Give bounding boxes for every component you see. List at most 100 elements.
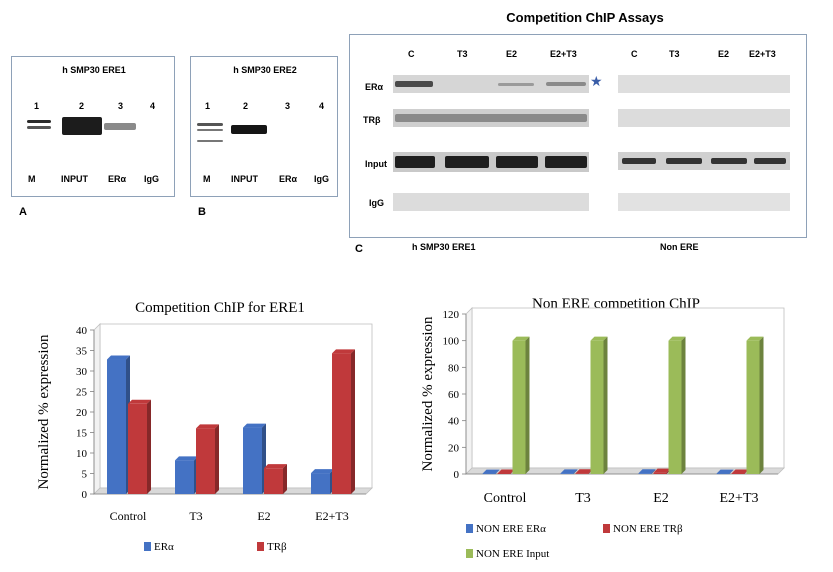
bar-side (283, 464, 287, 494)
gel-panel-a: h SMP30 ERE1 1 2 3 4 M INPUT ERα IgG (11, 56, 175, 197)
bar (332, 353, 351, 494)
bar-top (560, 469, 578, 474)
bar-side (147, 399, 151, 494)
x-category-label: E2+T3 (720, 491, 759, 506)
legend-label: NON ERE ERα (476, 523, 546, 535)
c-col-left-2: T3 (457, 49, 468, 59)
bar (175, 460, 194, 494)
legend-label: NON ERE TRβ (613, 523, 683, 535)
gel-panel-b: h SMP30 ERE2 1 2 3 4 M INPUT ERα IgG (190, 56, 338, 197)
bar (497, 473, 511, 474)
gel-b-lane-num-4: 4 (319, 101, 325, 111)
gel-a-band (62, 117, 102, 135)
bar-top (590, 336, 608, 341)
plot-side-wall (93, 323, 101, 495)
gel-b-band (231, 125, 267, 134)
gel-a-band (27, 126, 51, 129)
bar-side (525, 336, 530, 474)
c-row-label-1: ERα (365, 82, 384, 92)
x-category-label: E2 (653, 491, 669, 506)
panel-letter-c: C (355, 243, 363, 255)
c-blot-igg-left (393, 193, 589, 211)
y-tick-label: 0 (82, 489, 88, 501)
bar-side (215, 424, 219, 494)
figure-title: Competition ChIP Assays (506, 10, 664, 25)
gel-a-lane-label-1: M (28, 174, 36, 184)
c-bottom-right-label: Non ERE (660, 242, 699, 252)
bar (128, 403, 147, 494)
legend-swatch (466, 524, 473, 533)
y-tick-label: 40 (76, 325, 88, 337)
plot-side-wall (465, 307, 473, 475)
bar (668, 340, 682, 474)
gel-a-lane-num-2: 2 (79, 101, 85, 111)
legend-swatch (257, 542, 264, 551)
bar (311, 473, 330, 494)
gel-a-band (104, 123, 136, 130)
y-tick-label: 100 (443, 336, 460, 348)
c-col-right-4: E2+T3 (749, 49, 776, 59)
bar-top (243, 423, 266, 428)
bar-top (497, 469, 515, 474)
ere1-competition-chart: Competition ChIP for ERE1 Normalized % ex… (36, 300, 373, 553)
bar-side (651, 469, 656, 474)
c-blot-igg-right (618, 193, 790, 211)
gel-b-lane-label-2: INPUT (231, 174, 258, 184)
bar (107, 359, 126, 494)
c-col-left-4: E2+T3 (550, 49, 577, 59)
c-blot-era-right (618, 75, 790, 93)
y-tick-label: 10 (76, 448, 88, 460)
c-blot-era-left (393, 75, 589, 93)
c-blot-input-left (393, 152, 589, 172)
c-col-left-1: C (408, 49, 415, 59)
bar-top (128, 399, 151, 404)
x-category-label: E2 (257, 509, 270, 523)
bar-top (731, 469, 749, 474)
gel-a-title: h SMP30 ERE1 (62, 65, 126, 75)
bar-top (107, 355, 130, 360)
c-col-right-3: E2 (718, 49, 730, 59)
c-blot-trb-left (393, 109, 589, 127)
bar-top (653, 468, 671, 473)
bar (731, 473, 745, 474)
bar-top (196, 424, 219, 429)
c-row-label-3: Input (365, 159, 387, 169)
bar-top (716, 469, 734, 474)
gel-a-lane-num-4: 4 (150, 101, 156, 111)
bar (746, 340, 760, 474)
bar-side (495, 469, 500, 474)
chart-title: Competition ChIP for ERE1 (135, 300, 305, 316)
legend-label: ERα (154, 541, 174, 553)
bar (482, 473, 496, 475)
c-row-label-2: TRβ (363, 115, 381, 125)
bar (560, 473, 574, 474)
bar-top (668, 336, 686, 341)
bar-side (729, 469, 734, 474)
gel-b-band (197, 123, 223, 126)
y-tick-label: 20 (448, 442, 460, 454)
bar-top (482, 469, 500, 474)
gel-b-band (197, 140, 223, 142)
bar-top (264, 464, 287, 469)
bar-side (681, 336, 686, 474)
bar-top (638, 469, 656, 474)
y-tick-label: 15 (76, 428, 88, 440)
bar (590, 340, 604, 474)
gel-b-lane-num-1: 1 (205, 101, 211, 111)
gel-a-lane-label-2: INPUT (61, 174, 88, 184)
y-axis-label: Normalized % expression (36, 334, 52, 489)
x-category-label: Control (110, 509, 147, 523)
y-tick-label: 25 (76, 387, 88, 399)
x-category-label: T3 (189, 509, 202, 523)
bar (575, 473, 589, 474)
bar-top (311, 469, 334, 474)
c-blot-input-right (618, 152, 790, 170)
gel-a-lane-label-3: ERα (108, 174, 127, 184)
panel-letter-a: A (19, 206, 27, 218)
y-tick-label: 80 (448, 362, 460, 374)
y-tick-label: 35 (76, 346, 88, 358)
c-col-left-3: E2 (506, 49, 518, 59)
gel-b-lane-label-3: ERα (279, 174, 298, 184)
c-bottom-left-label: h SMP30 ERE1 (412, 242, 476, 252)
